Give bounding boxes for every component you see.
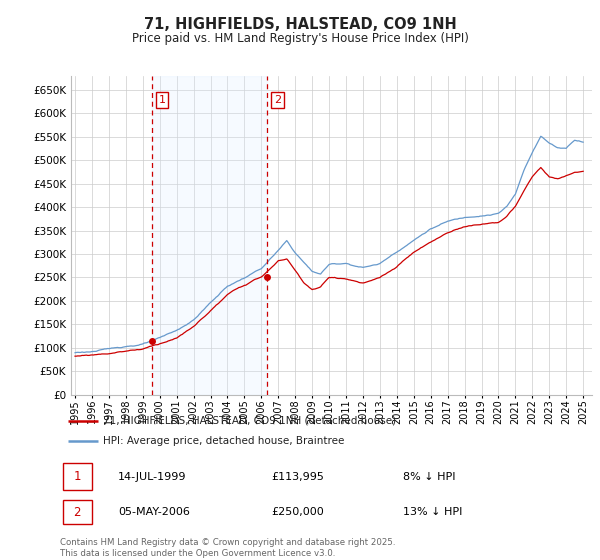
Text: 13% ↓ HPI: 13% ↓ HPI — [403, 507, 462, 517]
Text: £113,995: £113,995 — [272, 472, 325, 482]
Text: 14-JUL-1999: 14-JUL-1999 — [118, 472, 187, 482]
Text: 8% ↓ HPI: 8% ↓ HPI — [403, 472, 455, 482]
Text: 71, HIGHFIELDS, HALSTEAD, CO9 1NH: 71, HIGHFIELDS, HALSTEAD, CO9 1NH — [143, 17, 457, 31]
Text: £250,000: £250,000 — [272, 507, 325, 517]
Text: 1: 1 — [158, 95, 166, 105]
Text: Contains HM Land Registry data © Crown copyright and database right 2025.
This d: Contains HM Land Registry data © Crown c… — [60, 538, 395, 558]
Text: HPI: Average price, detached house, Braintree: HPI: Average price, detached house, Brai… — [103, 436, 344, 446]
Text: 05-MAY-2006: 05-MAY-2006 — [118, 507, 190, 517]
Text: Price paid vs. HM Land Registry's House Price Index (HPI): Price paid vs. HM Land Registry's House … — [131, 31, 469, 45]
Text: 2: 2 — [274, 95, 281, 105]
FancyBboxPatch shape — [62, 500, 92, 524]
Bar — [152, 76, 267, 395]
Text: 2: 2 — [73, 506, 81, 519]
Text: 1: 1 — [73, 470, 81, 483]
FancyBboxPatch shape — [62, 463, 92, 491]
Text: 71, HIGHFIELDS, HALSTEAD, CO9 1NH (detached house): 71, HIGHFIELDS, HALSTEAD, CO9 1NH (detac… — [103, 416, 396, 426]
